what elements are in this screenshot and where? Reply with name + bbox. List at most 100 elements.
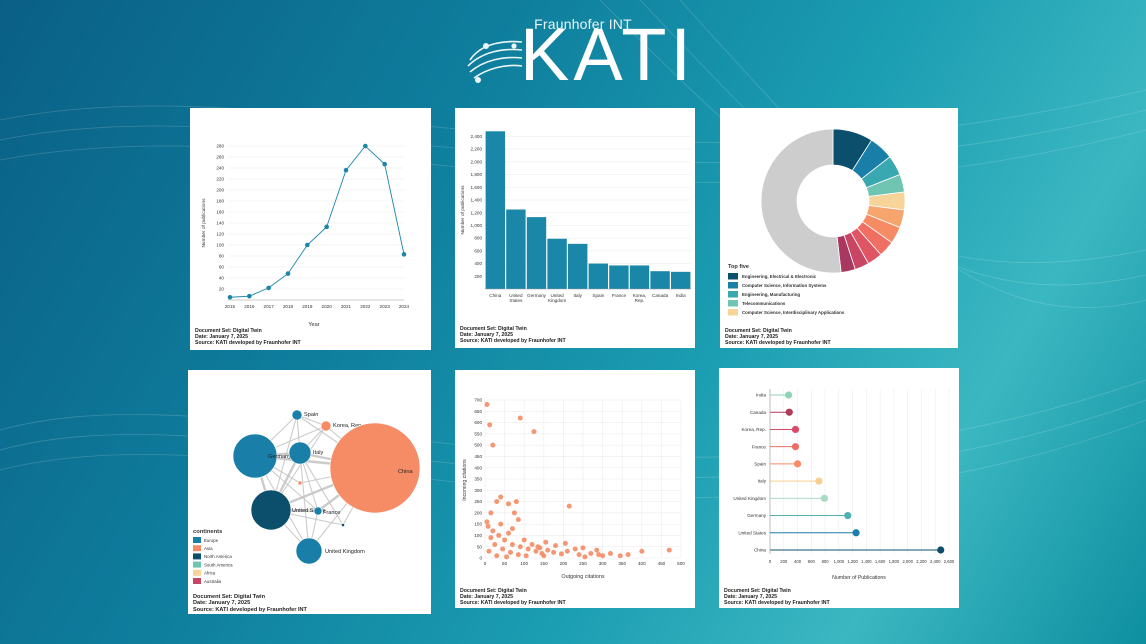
- data-point: [531, 429, 537, 435]
- data-point: [517, 415, 523, 421]
- network-edge: [299, 452, 310, 552]
- x-tick-label: Germany: [527, 293, 547, 298]
- network-node: [291, 409, 303, 421]
- x-tick-label: 150: [540, 561, 548, 566]
- bar: [547, 238, 567, 289]
- y-tick-label: China: [754, 548, 766, 553]
- data-point: [486, 548, 492, 554]
- x-tick-label: 2020: [322, 304, 333, 309]
- data-point: [541, 553, 547, 559]
- data-point: [363, 143, 368, 149]
- legend-swatch: [193, 545, 201, 552]
- data-point: [515, 517, 521, 523]
- org-name: Fraunhofer INT: [534, 16, 632, 32]
- data-point: [494, 499, 500, 505]
- y-tick-label: 120: [216, 232, 224, 237]
- lollipop-chart-panel: 0 200 400 600 800 1,000 1,200 1,400 1,600 1,800 2,…: [719, 368, 959, 608]
- x-tick-label: 300: [599, 561, 607, 566]
- y-tick-label: United Kingdom: [733, 496, 766, 501]
- x-tick-label: 2,400: [930, 559, 941, 564]
- network-node: [320, 420, 332, 432]
- y-tick-label: 100: [216, 243, 224, 248]
- data-point: [509, 541, 515, 547]
- y-tick-label: 50: [477, 544, 483, 549]
- y-tick-label: 800: [474, 236, 482, 241]
- data-point: [521, 537, 527, 543]
- y-tick-label: 2,200: [471, 147, 483, 152]
- y-tick-label: Germany: [747, 513, 767, 518]
- legend-swatch: [728, 309, 738, 316]
- x-tick-label: 2018: [283, 304, 294, 309]
- x-tick-label: France: [612, 293, 627, 298]
- x-tick-label: 2021: [341, 304, 352, 309]
- data-point: [566, 503, 572, 509]
- legend-swatch: [193, 537, 201, 543]
- data-point: [513, 499, 519, 505]
- lollipop-dot: [815, 477, 823, 485]
- bar: [526, 217, 547, 289]
- y-tick-label: 200: [474, 274, 482, 279]
- y-tick-label: 1,600: [471, 185, 483, 190]
- x-tick-label: 200: [780, 559, 788, 564]
- data-point: [511, 510, 517, 516]
- bar: [506, 209, 526, 289]
- chart-footer: Document Set: Digital Twin Date: January…: [724, 588, 830, 606]
- bar: [568, 243, 588, 289]
- chart-footer: Document Set: Digital Twin Date: January…: [725, 328, 831, 346]
- y-tick-label: India: [756, 393, 766, 398]
- citations-scatter-chart: 0501001502002503003504004505005506006507…: [462, 398, 685, 580]
- network-node: [329, 422, 421, 514]
- legend-title: Top five: [728, 264, 749, 270]
- data-point: [498, 494, 504, 500]
- y-tick-label: 550: [474, 431, 482, 436]
- country-collaboration-network: Spain Korea, Rep. Germany Italy China United …: [193, 409, 421, 584]
- x-tick-label: 2023: [380, 304, 391, 309]
- x-tick-label: 2017: [264, 304, 275, 309]
- y-tick-label: 160: [216, 210, 224, 215]
- data-point: [666, 547, 672, 553]
- node-label: United States: [292, 508, 326, 514]
- data-point: [502, 537, 508, 543]
- legend-label: Telecommunications: [742, 301, 786, 306]
- lollipop-dot: [844, 511, 852, 520]
- series-line: [229, 145, 405, 298]
- x-tick-label: 2,000: [902, 559, 913, 564]
- legend-label: Europe: [204, 538, 219, 543]
- x-tick-label: 2016: [244, 304, 255, 309]
- brand-wordmark: KATI: [520, 13, 695, 96]
- data-point: [551, 549, 557, 555]
- x-tick-label: United States: [509, 293, 523, 303]
- x-tick-label: 1,400: [861, 559, 872, 564]
- data-point: [382, 161, 387, 167]
- lollipop-dot: [852, 529, 860, 537]
- legend-label: North America: [204, 554, 232, 559]
- data-point: [588, 550, 594, 556]
- data-point: [324, 224, 329, 230]
- data-point: [594, 547, 600, 553]
- y-tick-label: Italy: [758, 479, 767, 484]
- x-tick-label: 2024: [399, 304, 410, 309]
- legend-swatch: [728, 273, 738, 280]
- bar: [650, 271, 670, 289]
- data-point: [509, 526, 515, 532]
- y-tick-label: 700: [474, 398, 482, 403]
- y-tick-label: 450: [474, 454, 482, 459]
- y-tick-label: 1,000: [471, 223, 483, 228]
- lollipop-dot: [784, 391, 793, 399]
- legend-swatch: [193, 578, 201, 584]
- x-tick-label: 1,000: [834, 559, 845, 564]
- y-tick-label: 600: [474, 420, 482, 425]
- lollipop-dot: [791, 425, 800, 434]
- data-point: [494, 553, 500, 559]
- legend-label: Australia: [204, 579, 222, 584]
- x-tick-label: 2,600: [944, 559, 955, 564]
- legend-label: Asia: [204, 546, 213, 551]
- y-tick-label: 280: [216, 144, 224, 149]
- chart-footer: Document Set: Digital Twin Date: January…: [193, 594, 307, 613]
- y-tick-label: 140: [216, 221, 224, 226]
- legend-label: South America: [204, 562, 233, 567]
- data-point: [401, 252, 407, 257]
- lollipop-dot: [793, 460, 802, 468]
- line-chart-panel: 20 40 60 80 100 120 140 160 180 200 220 240 260 280 20…: [190, 108, 431, 350]
- chart-footer: Document Set: Digital Twin Date: January…: [195, 328, 301, 346]
